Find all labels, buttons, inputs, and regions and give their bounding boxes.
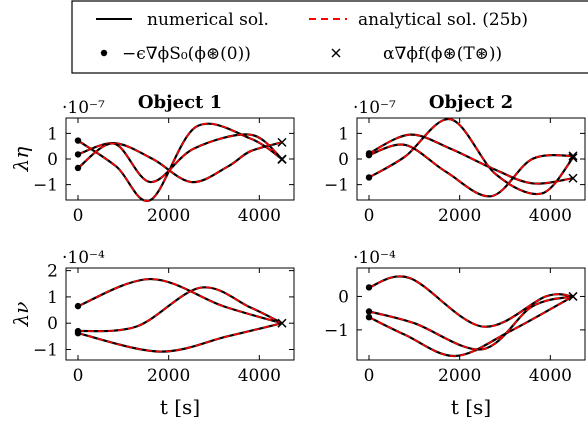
y-tick-label: −1 [324,321,349,341]
y-tick-label: 0 [338,287,349,307]
initial-marker [365,284,373,291]
final-marker [568,153,578,163]
x-tick-label: 4000 [529,366,572,386]
initial-marker [365,151,373,159]
legend-box [71,0,588,74]
x-tick-label: 2000 [438,206,481,226]
x-axis-label: t [s] [451,395,491,419]
y-multiplier: ·10⁻⁷ [353,98,396,118]
series-1-analytical-line [77,278,283,324]
y-multiplier: ·10⁻⁴ [353,248,396,268]
series-3-analytical-line [368,143,574,197]
final-marker [277,318,287,328]
legend-analytical-label: analytical sol. (25b) [358,10,528,30]
series-1-numerical-line [77,277,283,325]
panel-3: ·10⁻⁴ λν t [s] 0 2000 4000 2 1 0 −1 [9,248,295,419]
final-marker [277,137,287,147]
x-tick-label: 4000 [238,206,281,226]
y-tick-label: 2 [47,262,58,282]
y-axis-label: λν [9,302,33,328]
x-tick-label: 0 [73,366,84,386]
series-3-numerical-line [77,133,283,184]
panel-title: Object 2 [429,92,513,113]
x-tick-label: 4000 [238,366,281,386]
series-1-analytical-line [368,275,574,328]
series-2-analytical-line [368,295,574,357]
initial-marker [74,164,82,172]
final-marker [568,173,578,183]
initial-marker [365,313,373,321]
x-tick-label: 2000 [438,366,481,386]
series-3-numerical-line [77,322,283,353]
y-tick-label: 1 [47,288,58,308]
initial-marker [74,302,82,310]
series-1-analytical-line [368,133,574,185]
legend: numerical sol. analytical sol. (25b) −ϵ∇… [71,0,588,74]
panel-4: ·10⁻⁴ t [s] 0 2000 4000 0 −1 [324,248,586,419]
x-tick-label: 0 [364,366,375,386]
plot-frame [356,267,586,361]
legend-final-label: α∇ϕf(ϕ⊛(T⊛)) [383,44,502,64]
series-3-analytical-line [77,133,283,183]
y-multiplier: ·10⁻⁷ [62,98,105,118]
final-marker [568,291,578,301]
plot-frame [65,267,295,361]
y-tick-label: −1 [324,176,349,196]
initial-marker [74,329,82,337]
series-1-analytical-line [77,141,283,183]
x-tick-label: 2000 [147,366,190,386]
x-axis-label: t [s] [160,395,200,419]
y-axis-label: λη [9,147,33,173]
y-tick-label: 0 [47,314,58,334]
panel-title: Object 1 [138,92,222,113]
initial-marker [365,308,373,315]
x-tick-label: 4000 [529,206,572,226]
panel-2: Object 2 ·10⁻⁷ 0 2000 4000 1 0 −1 [324,92,586,226]
legend-initial-marker [100,49,108,57]
y-multiplier: ·10⁻⁴ [62,248,105,268]
y-tick-label: −1 [33,176,58,196]
y-tick-label: −1 [33,340,58,360]
x-tick-label: 0 [364,206,375,226]
series-3-analytical-line [77,322,283,353]
y-tick-label: 0 [47,150,58,170]
y-tick-label: 0 [338,150,349,170]
y-tick-label: 1 [47,124,58,144]
series-2-analytical-line [77,286,283,332]
panel-1: Object 1 ·10⁻⁷ λη 0 2000 4000 1 0 −1 [9,92,295,226]
y-tick-label: 1 [338,124,349,144]
initial-marker [365,174,373,181]
series-2-analytical-line [368,118,574,195]
legend-numerical-label: numerical sol. [147,10,269,30]
series-2-numerical-line [77,286,283,333]
legend-final-marker [331,48,341,58]
series-3-analytical-line [368,295,574,351]
series-2-numerical-line [368,295,574,358]
x-tick-label: 2000 [147,206,190,226]
final-marker [568,151,578,161]
series-3-numerical-line [368,143,574,198]
x-tick-label: 0 [73,206,84,226]
final-marker [277,154,287,165]
initial-marker [74,137,82,144]
legend-initial-label: −ϵ∇ϕS₀(ϕ⊛(0)) [122,44,251,64]
initial-marker [74,151,82,158]
series-2-analytical-line [77,122,283,202]
